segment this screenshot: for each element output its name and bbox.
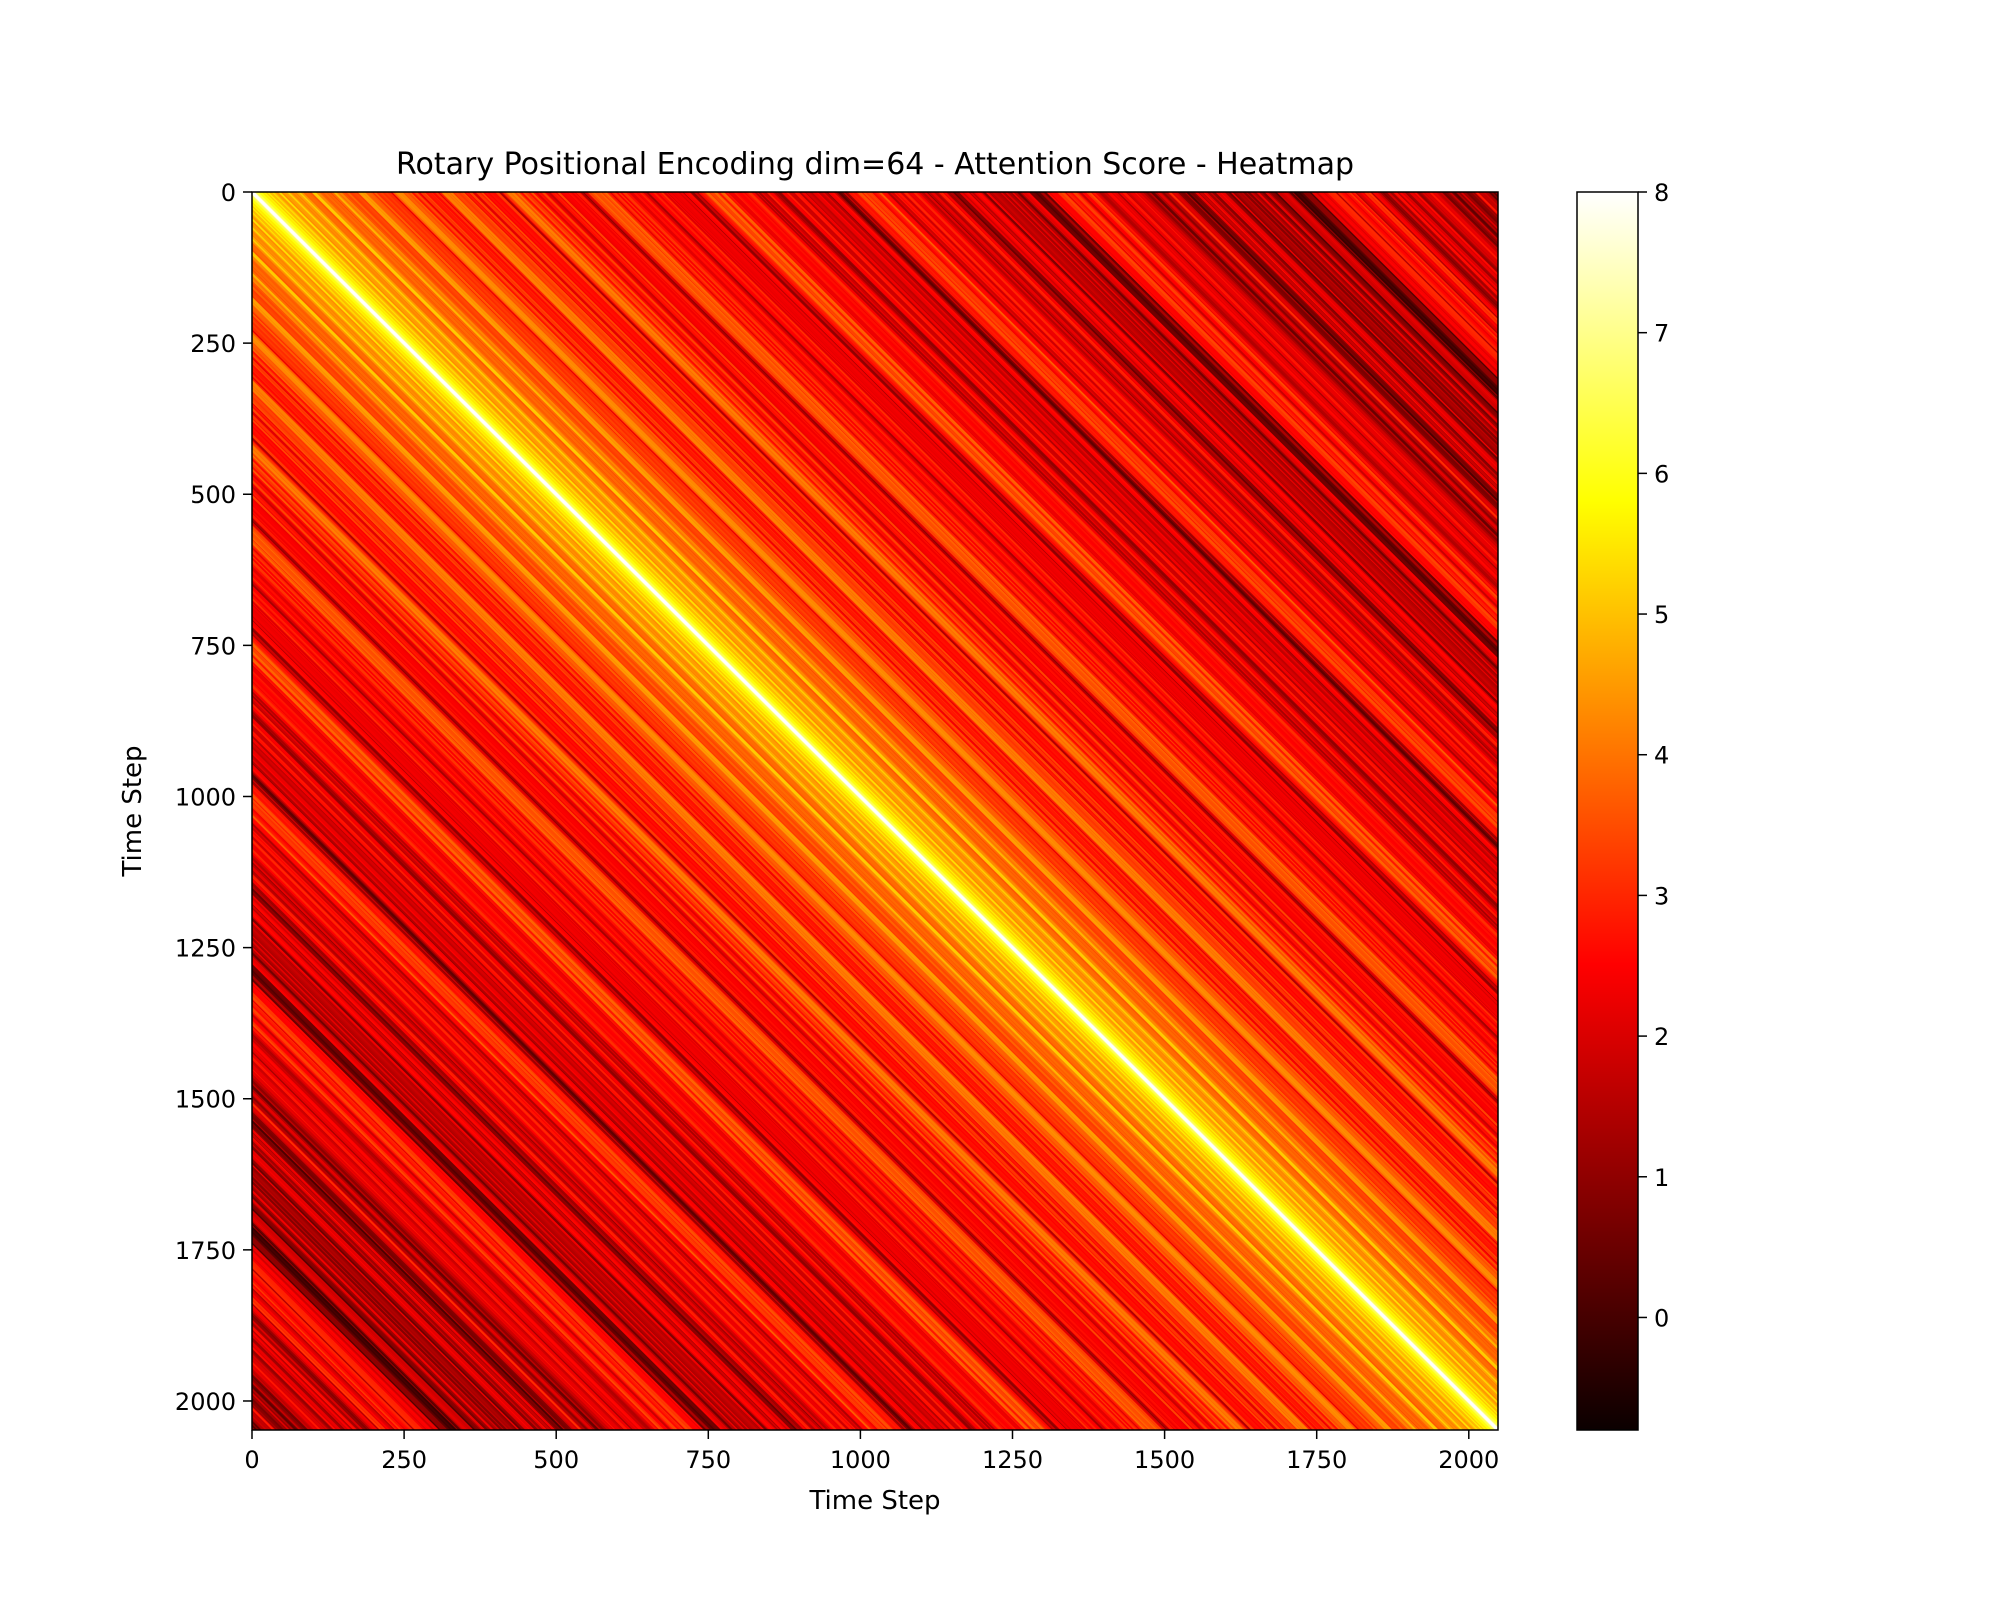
colorbar-tick-label: 3 (1654, 882, 1669, 910)
heatmap-band (252, 192, 1498, 1430)
x-tick-label: 750 (685, 1446, 731, 1474)
heatmap-band (252, 192, 1498, 1430)
heatmap-band (252, 192, 1498, 1430)
x-tick-label: 0 (244, 1446, 259, 1474)
colorbar-tick-label: 6 (1654, 460, 1669, 488)
heatmap-band (252, 192, 1498, 1430)
y-tick-label: 1500 (175, 1086, 236, 1114)
x-tick-label: 250 (381, 1446, 427, 1474)
heatmap-area (252, 192, 1498, 1430)
y-axis: 0 250 500 750 1000 1250 1500 1750 2000 (175, 179, 252, 1416)
y-tick-label: 250 (190, 330, 236, 358)
y-tick-label: 1000 (175, 783, 236, 811)
heatmap-band (252, 192, 1498, 1430)
heatmap-band (252, 192, 1498, 1430)
heatmap-band (252, 192, 1498, 1430)
colorbar-tick-label: 4 (1654, 742, 1669, 770)
x-tick-label: 2000 (1438, 1446, 1499, 1474)
heatmap-band (252, 192, 1498, 1430)
y-tick-label: 2000 (175, 1388, 236, 1416)
colorbar-tick-label: 8 (1654, 179, 1669, 207)
heatmap-band (252, 192, 1498, 1430)
x-tick-label: 1000 (830, 1446, 891, 1474)
x-axis: 0 250 500 750 1000 1250 1500 1750 2000 (244, 1430, 1499, 1474)
heatmap-band (252, 192, 1498, 1430)
heatmap-band (252, 192, 1498, 1430)
heatmap-band (252, 192, 1498, 1430)
y-tick-label: 750 (190, 632, 236, 660)
plot-frame (251, 191, 1499, 1431)
heatmap-band (252, 192, 1498, 1430)
colorbar-tick-label: 7 (1654, 320, 1669, 348)
heatmap-band (252, 192, 1498, 1430)
colorbar-axis: 0 1 2 3 4 5 6 7 8 (1638, 179, 1669, 1332)
heatmap-band (252, 192, 1498, 1430)
heatmap-band (252, 192, 1498, 1430)
heatmap-band (252, 192, 1498, 1430)
y-axis-label: Time Step (118, 745, 148, 877)
heatmap-band (252, 192, 1498, 1430)
y-tick-label: 500 (190, 481, 236, 509)
x-tick-label: 500 (533, 1446, 579, 1474)
heatmap-band (252, 192, 1498, 1430)
colorbar-tick-label: 5 (1654, 601, 1669, 629)
heatmap-diagonal-bands (252, 192, 1498, 1430)
heatmap-band (252, 192, 1498, 1430)
x-tick-label: 1750 (1286, 1446, 1347, 1474)
y-tick-label: 1750 (175, 1237, 236, 1265)
heatmap-band (252, 192, 1498, 1430)
heatmap-band (252, 192, 1498, 1430)
y-tick-label: 0 (221, 179, 236, 207)
x-axis-label: Time Step (808, 1486, 940, 1516)
x-tick-label: 1500 (1134, 1446, 1195, 1474)
heatmap-band (252, 192, 1498, 1430)
chart-title: Rotary Positional Encoding dim=64 - Atte… (396, 147, 1354, 182)
heatmap-band (252, 192, 1498, 1430)
heatmap-band (252, 192, 1498, 1430)
heatmap-band (252, 192, 1498, 1430)
colorbar-tick-label: 2 (1654, 1023, 1669, 1051)
heatmap-band (252, 192, 1498, 1430)
colorbar-tick-label: 0 (1654, 1304, 1669, 1332)
y-tick-label: 1250 (175, 935, 236, 963)
heatmap-band (252, 192, 1498, 1430)
heatmap-band (252, 192, 1498, 1430)
heatmap-band (252, 192, 1498, 1430)
colorbar (1576, 191, 1639, 1431)
heatmap-band (252, 192, 1498, 1430)
colorbar-tick-label: 1 (1654, 1164, 1669, 1192)
heatmap-band (252, 192, 1498, 1430)
x-tick-label: 1250 (982, 1446, 1043, 1474)
heatmap-band (252, 192, 1498, 1430)
heatmap-band (252, 192, 1498, 1430)
heatmap-band (252, 192, 1498, 1430)
